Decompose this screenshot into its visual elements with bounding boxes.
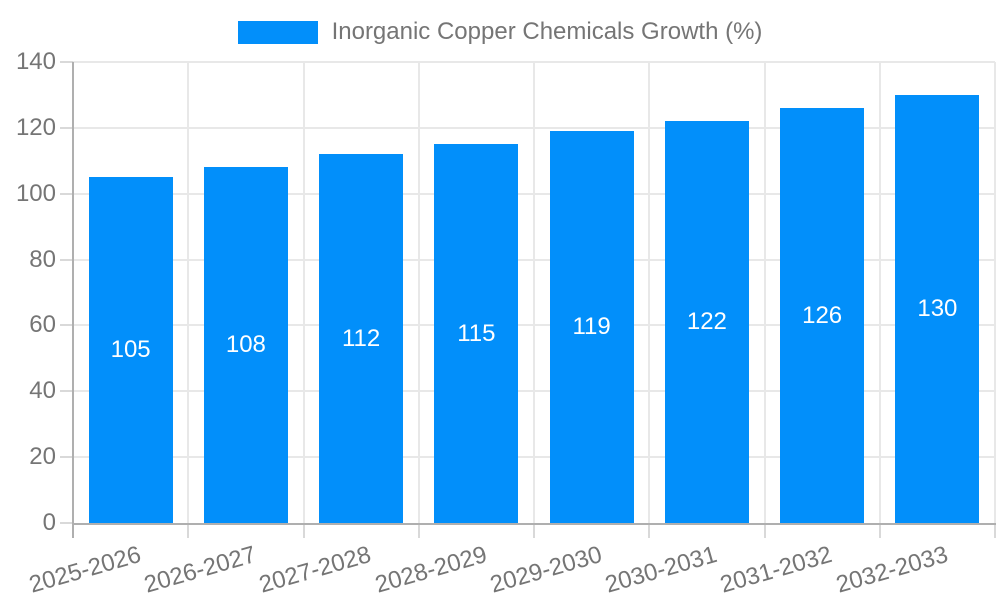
y-axis-label: 120 bbox=[15, 113, 56, 141]
y-axis-label: 0 bbox=[42, 509, 56, 536]
bar[interactable] bbox=[780, 108, 865, 523]
y-axis-label: 20 bbox=[29, 443, 56, 471]
legend-item[interactable]: Inorganic Copper Chemicals Growth (%) bbox=[0, 18, 1000, 46]
x-gridline bbox=[878, 62, 881, 523]
x-axis-label: 2026-2027 bbox=[141, 541, 260, 599]
y-axis-label: 80 bbox=[29, 245, 56, 273]
x-axis-label: 2028-2029 bbox=[371, 541, 490, 599]
x-gridline bbox=[302, 62, 305, 523]
x-gridline bbox=[994, 62, 996, 523]
x-axis-label: 2025-2026 bbox=[26, 541, 144, 599]
bar-value-label: 126 bbox=[802, 301, 843, 329]
bar[interactable] bbox=[434, 144, 519, 523]
x-axis-line bbox=[72, 523, 996, 525]
y-axis-label: 140 bbox=[15, 48, 56, 75]
y-axis-label: 100 bbox=[15, 179, 56, 207]
bar-value-label: 122 bbox=[686, 308, 727, 336]
y-axis-tick bbox=[60, 522, 73, 524]
bar[interactable] bbox=[203, 167, 288, 523]
x-axis-tick bbox=[302, 523, 305, 538]
bar[interactable] bbox=[664, 121, 749, 523]
x-axis-tick bbox=[763, 523, 766, 538]
x-gridline bbox=[763, 62, 766, 523]
x-gridline bbox=[533, 62, 535, 523]
bar[interactable] bbox=[88, 177, 173, 523]
y-axis-label: 60 bbox=[29, 311, 56, 339]
y-axis-tick bbox=[60, 61, 73, 63]
x-axis-label: 2027-2028 bbox=[256, 541, 375, 599]
y-axis-line bbox=[72, 62, 74, 538]
y-axis-tick bbox=[60, 258, 73, 261]
x-axis-tick bbox=[878, 523, 881, 538]
x-axis-label: 2031-2032 bbox=[717, 541, 836, 599]
x-gridline bbox=[648, 62, 651, 523]
x-axis-tick bbox=[994, 523, 996, 538]
bar[interactable] bbox=[319, 154, 404, 523]
x-axis-tick bbox=[417, 523, 420, 538]
x-axis-label: 2032-2033 bbox=[832, 541, 951, 599]
x-axis-tick bbox=[187, 523, 190, 538]
bar-value-label: 130 bbox=[917, 294, 958, 322]
y-axis-label: 40 bbox=[29, 377, 56, 405]
x-gridline bbox=[187, 62, 190, 523]
y-axis-tick bbox=[60, 324, 73, 327]
y-axis-tick bbox=[60, 390, 73, 393]
x-axis-label: 2029-2030 bbox=[487, 541, 605, 599]
bar-value-label: 108 bbox=[225, 331, 266, 359]
y-axis-tick bbox=[60, 192, 73, 195]
x-axis-tick bbox=[648, 523, 651, 538]
bar-value-label: 115 bbox=[457, 319, 496, 347]
bar-value-label: 105 bbox=[110, 336, 151, 364]
bar[interactable] bbox=[895, 94, 980, 523]
y-axis-tick bbox=[60, 126, 73, 129]
legend-swatch bbox=[237, 20, 318, 44]
bar-value-label: 112 bbox=[341, 324, 381, 352]
y-axis-tick bbox=[60, 456, 73, 459]
legend-label: Inorganic Copper Chemicals Growth (%) bbox=[331, 18, 763, 45]
bar-value-label: 119 bbox=[572, 313, 611, 341]
x-gridline bbox=[417, 62, 420, 523]
bar[interactable] bbox=[549, 131, 634, 523]
x-axis-label: 2030-2031 bbox=[602, 541, 721, 599]
x-axis-tick bbox=[533, 523, 535, 538]
